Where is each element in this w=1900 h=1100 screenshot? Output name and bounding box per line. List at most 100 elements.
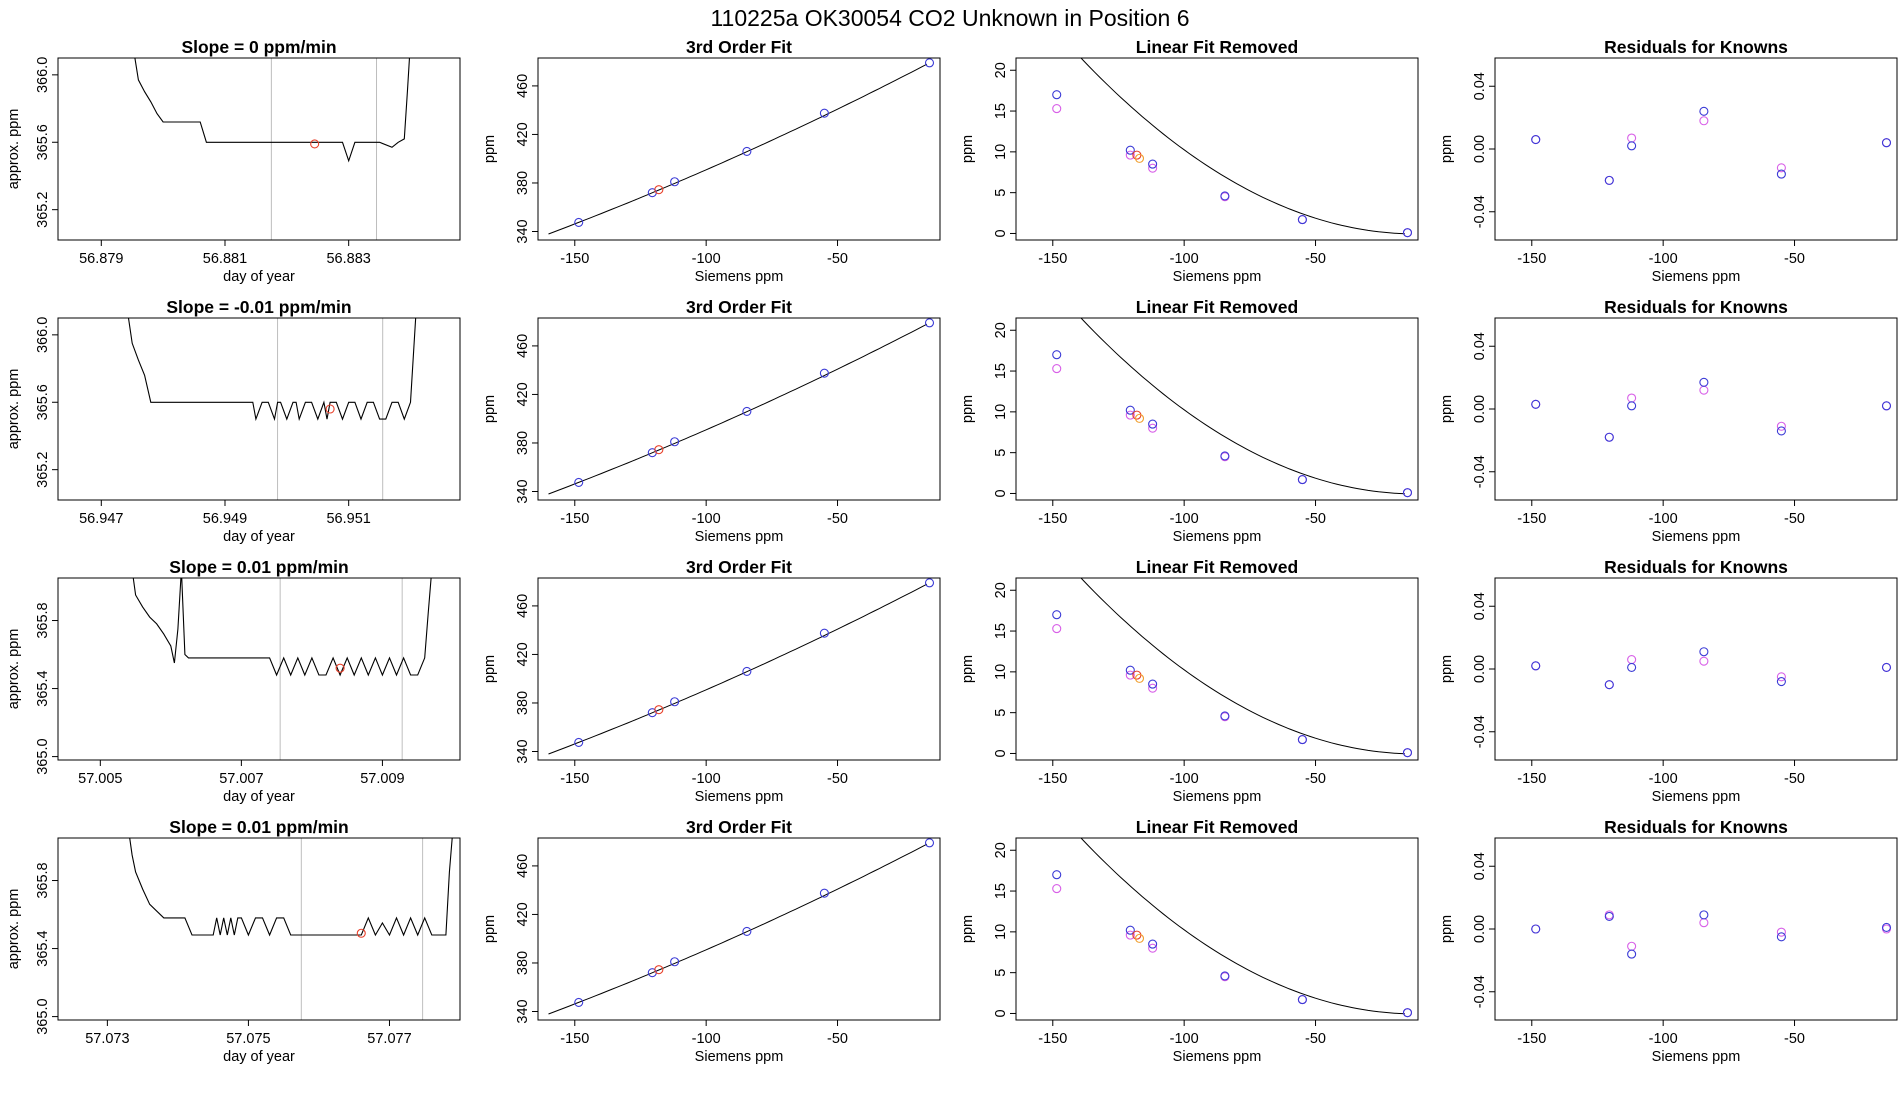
y-tick-label: 340 [515, 479, 531, 503]
residual-point [1604, 432, 1614, 442]
plot-area [548, 318, 935, 495]
x-tick-label: -100 [692, 1031, 721, 1047]
y-axis-label: ppm [482, 395, 498, 423]
panel-title: 3rd Order Fit [686, 37, 792, 57]
x-axis-label: Siemens ppm [1652, 789, 1741, 805]
known-point [1402, 1008, 1413, 1018]
y-tick-label: 0.04 [1472, 332, 1488, 360]
known-point [924, 578, 935, 588]
panel-6: 3rd Order Fit -150 -100 -50 340 380 420 460 Siem… [482, 297, 941, 545]
y-tick-label: 0 [993, 489, 1009, 497]
known-point [1125, 405, 1135, 415]
y-axis-label: approx. ppm [6, 369, 22, 450]
y-tick-label: 0.00 [1472, 135, 1488, 163]
residual-point [1627, 401, 1637, 411]
known-point [574, 477, 584, 487]
known-point [1148, 939, 1158, 949]
y-tick-label: 365.8 [35, 862, 51, 898]
panel-1: Slope = 0 ppm/min 56.879 56.881 56.883 365.2… [6, 37, 461, 285]
plot-area [132, 578, 432, 760]
y-axis-label: ppm [1439, 135, 1455, 163]
known-point [1125, 665, 1135, 675]
y-tick-label: 5 [993, 189, 1009, 197]
known-point [819, 368, 829, 378]
y-axis-label: ppm [1439, 655, 1455, 683]
known-point [670, 957, 680, 967]
fit-curve [1080, 318, 1405, 495]
x-tick-label: -100 [1649, 1031, 1678, 1047]
plot-area [129, 838, 453, 1020]
y-tick-label: 366.0 [35, 57, 51, 93]
known-point [1148, 159, 1158, 169]
plot-frame [57, 837, 461, 1021]
x-tick-label: 56.883 [326, 251, 370, 267]
fit-curve [1080, 838, 1405, 1015]
x-tick-label: -100 [1170, 771, 1199, 787]
y-axis-label: ppm [960, 395, 976, 423]
known-point [742, 146, 752, 156]
y-tick-label: 0.04 [1472, 592, 1488, 620]
residual-point [1776, 169, 1786, 179]
residual-point [1776, 163, 1786, 173]
unknown-point [1134, 413, 1145, 423]
plot-frame [1015, 837, 1419, 1021]
x-tick-label: -100 [1170, 251, 1199, 267]
x-tick-label: 56.881 [203, 251, 247, 267]
x-axis-label: day of year [223, 789, 295, 805]
panel-7: Linear Fit Removed -150 -100 -50 0 5 10 15 20 Sie… [960, 297, 1419, 545]
panel-2: 3rd Order Fit -150 -100 -50 340 380 420 460 Siem… [482, 37, 941, 285]
residual-point [1776, 672, 1786, 682]
x-tick-label: -50 [1305, 771, 1326, 787]
known-point [1220, 971, 1230, 981]
unknown-point [1132, 410, 1142, 420]
y-tick-label: 365.2 [35, 452, 51, 488]
unknown-point [1132, 150, 1142, 160]
residual-point [1776, 677, 1786, 687]
residual-point [1531, 399, 1541, 409]
y-tick-label: 366.0 [35, 317, 51, 353]
known-point [1220, 451, 1230, 461]
y-tick-label: 420 [515, 122, 531, 146]
y-axis-label: approx. ppm [6, 889, 22, 970]
y-tick-label: 5 [993, 709, 1009, 717]
removed-point [1052, 104, 1062, 114]
series-line [129, 838, 453, 937]
plot-area [548, 578, 935, 755]
residual-point [1881, 922, 1892, 932]
plot-frame [1494, 837, 1898, 1021]
plot-area [1531, 647, 1892, 690]
panel-12: Residuals for Knowns -150 -100 -50 -0.04 0.00… [1439, 557, 1898, 805]
known-point [742, 926, 752, 936]
residual-point [1776, 927, 1786, 937]
x-tick-label: -50 [827, 771, 848, 787]
unknown-point [654, 965, 664, 975]
x-tick-label: -150 [560, 511, 589, 527]
x-tick-label: 56.949 [203, 511, 247, 527]
y-tick-label: -0.04 [1472, 715, 1488, 748]
panel-4: Residuals for Knowns -150 -100 -50 -0.04 0.00… [1439, 37, 1898, 285]
y-tick-label: 0 [993, 1009, 1009, 1017]
y-tick-label: 365.8 [35, 602, 51, 638]
panel-title: Linear Fit Removed [1136, 297, 1298, 317]
removed-point [1125, 410, 1135, 420]
residual-point [1699, 910, 1709, 920]
known-point [670, 177, 680, 187]
y-tick-label: 5 [993, 969, 1009, 977]
x-axis-label: Siemens ppm [1173, 1049, 1262, 1065]
residual-point [1627, 133, 1637, 143]
removed-point [1125, 930, 1135, 940]
y-tick-label: 380 [515, 171, 531, 195]
x-axis-label: day of year [223, 1049, 295, 1065]
y-axis-label: ppm [960, 135, 976, 163]
x-axis-label: Siemens ppm [1652, 1049, 1741, 1065]
x-tick-label: 57.073 [85, 1031, 129, 1047]
panel-14: 3rd Order Fit -150 -100 -50 340 380 420 460 Siem… [482, 817, 941, 1065]
panel-11: Linear Fit Removed -150 -100 -50 0 5 10 15 20 Sie… [960, 557, 1419, 805]
y-tick-label: 380 [515, 951, 531, 975]
residual-point [1627, 655, 1637, 665]
y-tick-label: 15 [993, 103, 1009, 119]
residual-point [1699, 385, 1709, 395]
residual-point [1627, 949, 1637, 959]
x-tick-label: -50 [1784, 251, 1805, 267]
